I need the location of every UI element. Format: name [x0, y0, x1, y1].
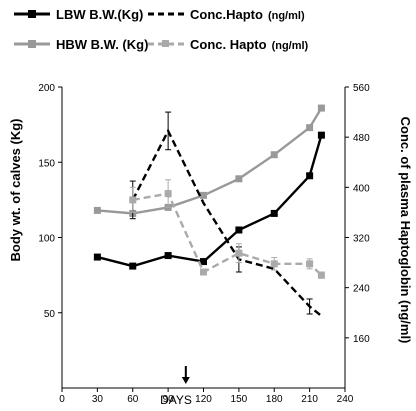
data-point-lbw_bw — [164, 252, 172, 260]
data-point-hbw_hapto — [317, 271, 325, 279]
x-axis-label: DAYS — [160, 393, 192, 406]
x-tick-label: 240 — [337, 394, 354, 405]
legend-text-hbw-hapto: Conc. Hapto — [190, 37, 267, 52]
data-point-hbw_hapto — [270, 260, 278, 268]
series-lbw_hapto — [129, 111, 323, 317]
data-point-hbw_hapto — [164, 190, 172, 198]
data-point-hbw_bw — [306, 124, 314, 132]
x-tick-label: 120 — [195, 394, 212, 405]
y-left-tick-label: 150 — [38, 158, 55, 169]
legend-text-lbw-hapto: Conc.Hapto — [190, 7, 263, 22]
series-lbw_bw — [93, 131, 325, 270]
data-point-hbw_bw — [200, 191, 207, 199]
series-line-hbw_hapto — [132, 192, 323, 276]
series-hbw_hapto — [129, 179, 325, 279]
legend-entry-hbw-hapto: Conc. Hapto (ng/ml) — [148, 37, 309, 52]
data-point-hbw_hapto — [129, 196, 137, 204]
data-point-lbw_bw — [306, 172, 314, 180]
data-point-lbw_bw — [200, 258, 207, 266]
series-line-hbw_bw — [97, 107, 323, 215]
legend-label-lbw-bw: LBW B.W.(Kg) — [56, 7, 143, 22]
x-tick-label: 210 — [301, 394, 318, 405]
data-point-hbw_hapto — [200, 268, 207, 276]
legend-label-lbw-hapto: Conc.Hapto (ng/ml) — [190, 7, 305, 22]
y-axis-left-label: Body wt. of calves (Kg) — [8, 118, 23, 261]
y-right-tick-label: 160 — [353, 334, 370, 345]
x-tick-label: 180 — [266, 394, 283, 405]
x-tick-label: 0 — [59, 394, 65, 405]
legend-label-hbw-hapto: Conc. Hapto (ng/ml) — [190, 37, 309, 52]
data-point-hbw_bw — [317, 104, 325, 112]
y-right-tick-label: 240 — [353, 284, 370, 295]
legend-unit-hbw-hapto: (ng/ml) — [272, 40, 309, 52]
y-axis-right-label: Conc. of plasma Haptoglobin (ng/ml) — [398, 117, 413, 344]
legend-label-hbw-bw: HBW B.W. (Kg) — [56, 37, 148, 52]
data-point-lbw_bw — [317, 131, 325, 139]
legend-marker-hbw-bw — [28, 40, 36, 48]
x-tick-label: 60 — [127, 394, 139, 405]
data-point-lbw_bw — [129, 262, 137, 270]
legend: LBW B.W.(Kg) Conc.Hapto (ng/ml) HBW B.W. … — [14, 7, 309, 52]
legend-marker-lbw-bw — [28, 10, 36, 18]
data-point-hbw_hapto — [235, 249, 243, 257]
down-arrow-icon — [181, 366, 190, 384]
data-point-lbw_bw — [235, 226, 243, 234]
series-hbw_bw — [93, 104, 325, 217]
series-line-lbw_bw — [97, 134, 323, 268]
y-right-tick-label: 400 — [353, 183, 370, 194]
data-point-lbw_bw — [93, 253, 101, 261]
arrow-head — [181, 377, 190, 384]
data-point-lbw_bw — [270, 209, 278, 217]
data-point-hbw_hapto — [306, 260, 314, 268]
legend-entry-hbw-bw: HBW B.W. (Kg) — [14, 37, 148, 52]
y-right-tick-label: 320 — [353, 234, 370, 245]
ticks-layer: 0 30 60 90 120 150 180 210 240 50 100 150 200 160 240 3… — [38, 83, 370, 405]
data-point-hbw_bw — [235, 175, 243, 183]
y-left-tick-label: 200 — [38, 83, 55, 94]
legend-marker-hbw-hapto — [162, 40, 169, 47]
data-point-hbw_bw — [93, 206, 101, 214]
y-left-tick-label: 100 — [38, 234, 55, 245]
legend-entry-lbw-bw: LBW B.W.(Kg) — [14, 7, 143, 22]
x-tick-label: 90 — [163, 394, 175, 405]
y-left-tick-label: 50 — [44, 309, 56, 320]
y-right-tick-label: 480 — [353, 133, 370, 144]
y-right-tick-label: 560 — [353, 83, 370, 94]
series-layer — [93, 104, 325, 317]
data-point-hbw_bw — [270, 151, 278, 159]
legend-unit-lbw-hapto: (ng/ml) — [268, 10, 305, 22]
x-tick-label: 150 — [231, 394, 248, 405]
series-line-lbw_hapto — [131, 128, 323, 317]
x-tick-label: 30 — [92, 394, 104, 405]
legend-entry-lbw-hapto: Conc.Hapto (ng/ml) — [148, 7, 305, 22]
